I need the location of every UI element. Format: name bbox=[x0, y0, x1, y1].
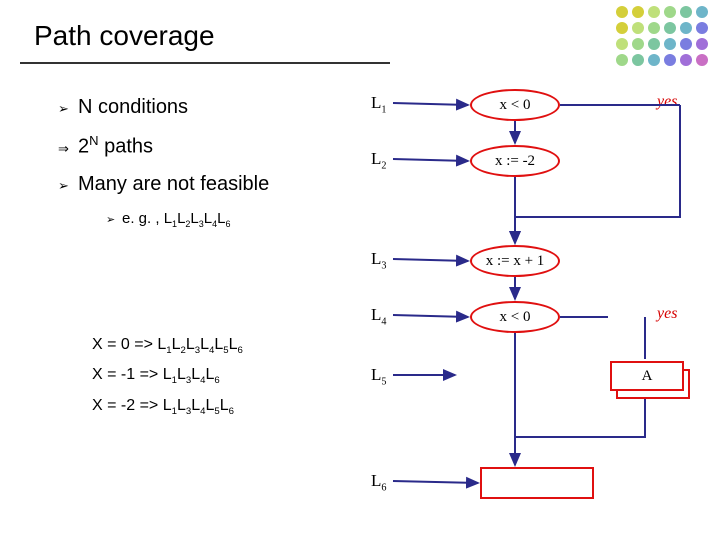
decor-dots bbox=[590, 6, 710, 68]
decor-dot bbox=[664, 54, 676, 66]
decor-dot bbox=[648, 38, 660, 50]
bullet-marker: ➢ bbox=[106, 213, 122, 226]
bullet-list: ➢ N conditions ⇒ 2N paths ➢ Many are not… bbox=[58, 96, 358, 237]
example-line: X = -2 => L1L3L4L5L6 bbox=[92, 391, 243, 421]
bullet-marker: ➢ bbox=[58, 178, 78, 194]
flowchart: L1 L2 L3 L4 L5 L6 x < 0 x := -2 x := x +… bbox=[365, 85, 715, 525]
flow-yes-2: yes bbox=[657, 305, 677, 323]
decor-dot bbox=[664, 22, 676, 34]
example-line: X = -1 => L1L3L4L6 bbox=[92, 360, 243, 390]
decor-dot bbox=[680, 22, 692, 34]
bullet-1: ➢ N conditions bbox=[58, 96, 358, 119]
decor-dot bbox=[648, 54, 660, 66]
decor-dot bbox=[632, 38, 644, 50]
decor-dot bbox=[648, 6, 660, 18]
decor-dot bbox=[648, 22, 660, 34]
decor-dot bbox=[696, 6, 708, 18]
flow-node-side-A: A bbox=[610, 361, 684, 391]
decor-dot bbox=[616, 6, 628, 18]
flow-node-decision-2: x < 0 bbox=[470, 301, 560, 333]
example-line: X = 0 => L1L2L3L4L5L6 bbox=[92, 330, 243, 360]
flow-node-assign-2: x := x + 1 bbox=[470, 245, 560, 277]
decor-dot bbox=[680, 54, 692, 66]
decor-dot bbox=[696, 22, 708, 34]
title-underline bbox=[20, 62, 390, 64]
bullet-text: Many are not feasible bbox=[78, 173, 269, 196]
decor-dot bbox=[632, 22, 644, 34]
flow-node-decision-1: x < 0 bbox=[470, 89, 560, 121]
bullet-text: e. g. , L1L2L3L4L6 bbox=[122, 210, 231, 229]
flow-node-end bbox=[480, 467, 594, 499]
bullet-text: 2N paths bbox=[78, 133, 153, 159]
decor-dot bbox=[616, 22, 628, 34]
flow-node-assign-1: x := -2 bbox=[470, 145, 560, 177]
flow-label-L1: L1 bbox=[371, 93, 386, 115]
decor-dot bbox=[664, 38, 676, 50]
flow-label-L3: L3 bbox=[371, 249, 386, 271]
example-list: X = 0 => L1L2L3L4L5L6 X = -1 => L1L3L4L6… bbox=[92, 330, 243, 421]
flow-label-L2: L2 bbox=[371, 149, 386, 171]
flow-label-L6: L6 bbox=[371, 471, 386, 493]
decor-dot bbox=[632, 6, 644, 18]
bullet-marker: ⇒ bbox=[58, 141, 78, 157]
decor-dot bbox=[680, 6, 692, 18]
flow-label-L5: L5 bbox=[371, 365, 386, 387]
decor-dot bbox=[632, 54, 644, 66]
bullet-marker: ➢ bbox=[58, 101, 78, 117]
decor-dot bbox=[680, 38, 692, 50]
bullet-text: N conditions bbox=[78, 96, 188, 119]
bullet-2: ⇒ 2N paths bbox=[58, 133, 358, 159]
decor-dot bbox=[696, 38, 708, 50]
decor-dot bbox=[696, 54, 708, 66]
decor-dot bbox=[664, 6, 676, 18]
decor-dot bbox=[616, 54, 628, 66]
flow-yes-1: yes bbox=[657, 93, 677, 111]
flow-label-L4: L4 bbox=[371, 305, 386, 327]
decor-dot bbox=[616, 38, 628, 50]
sub-bullet-1: ➢ e. g. , L1L2L3L4L6 bbox=[106, 210, 358, 229]
bullet-3: ➢ Many are not feasible bbox=[58, 173, 358, 196]
slide-title: Path coverage bbox=[34, 20, 215, 52]
